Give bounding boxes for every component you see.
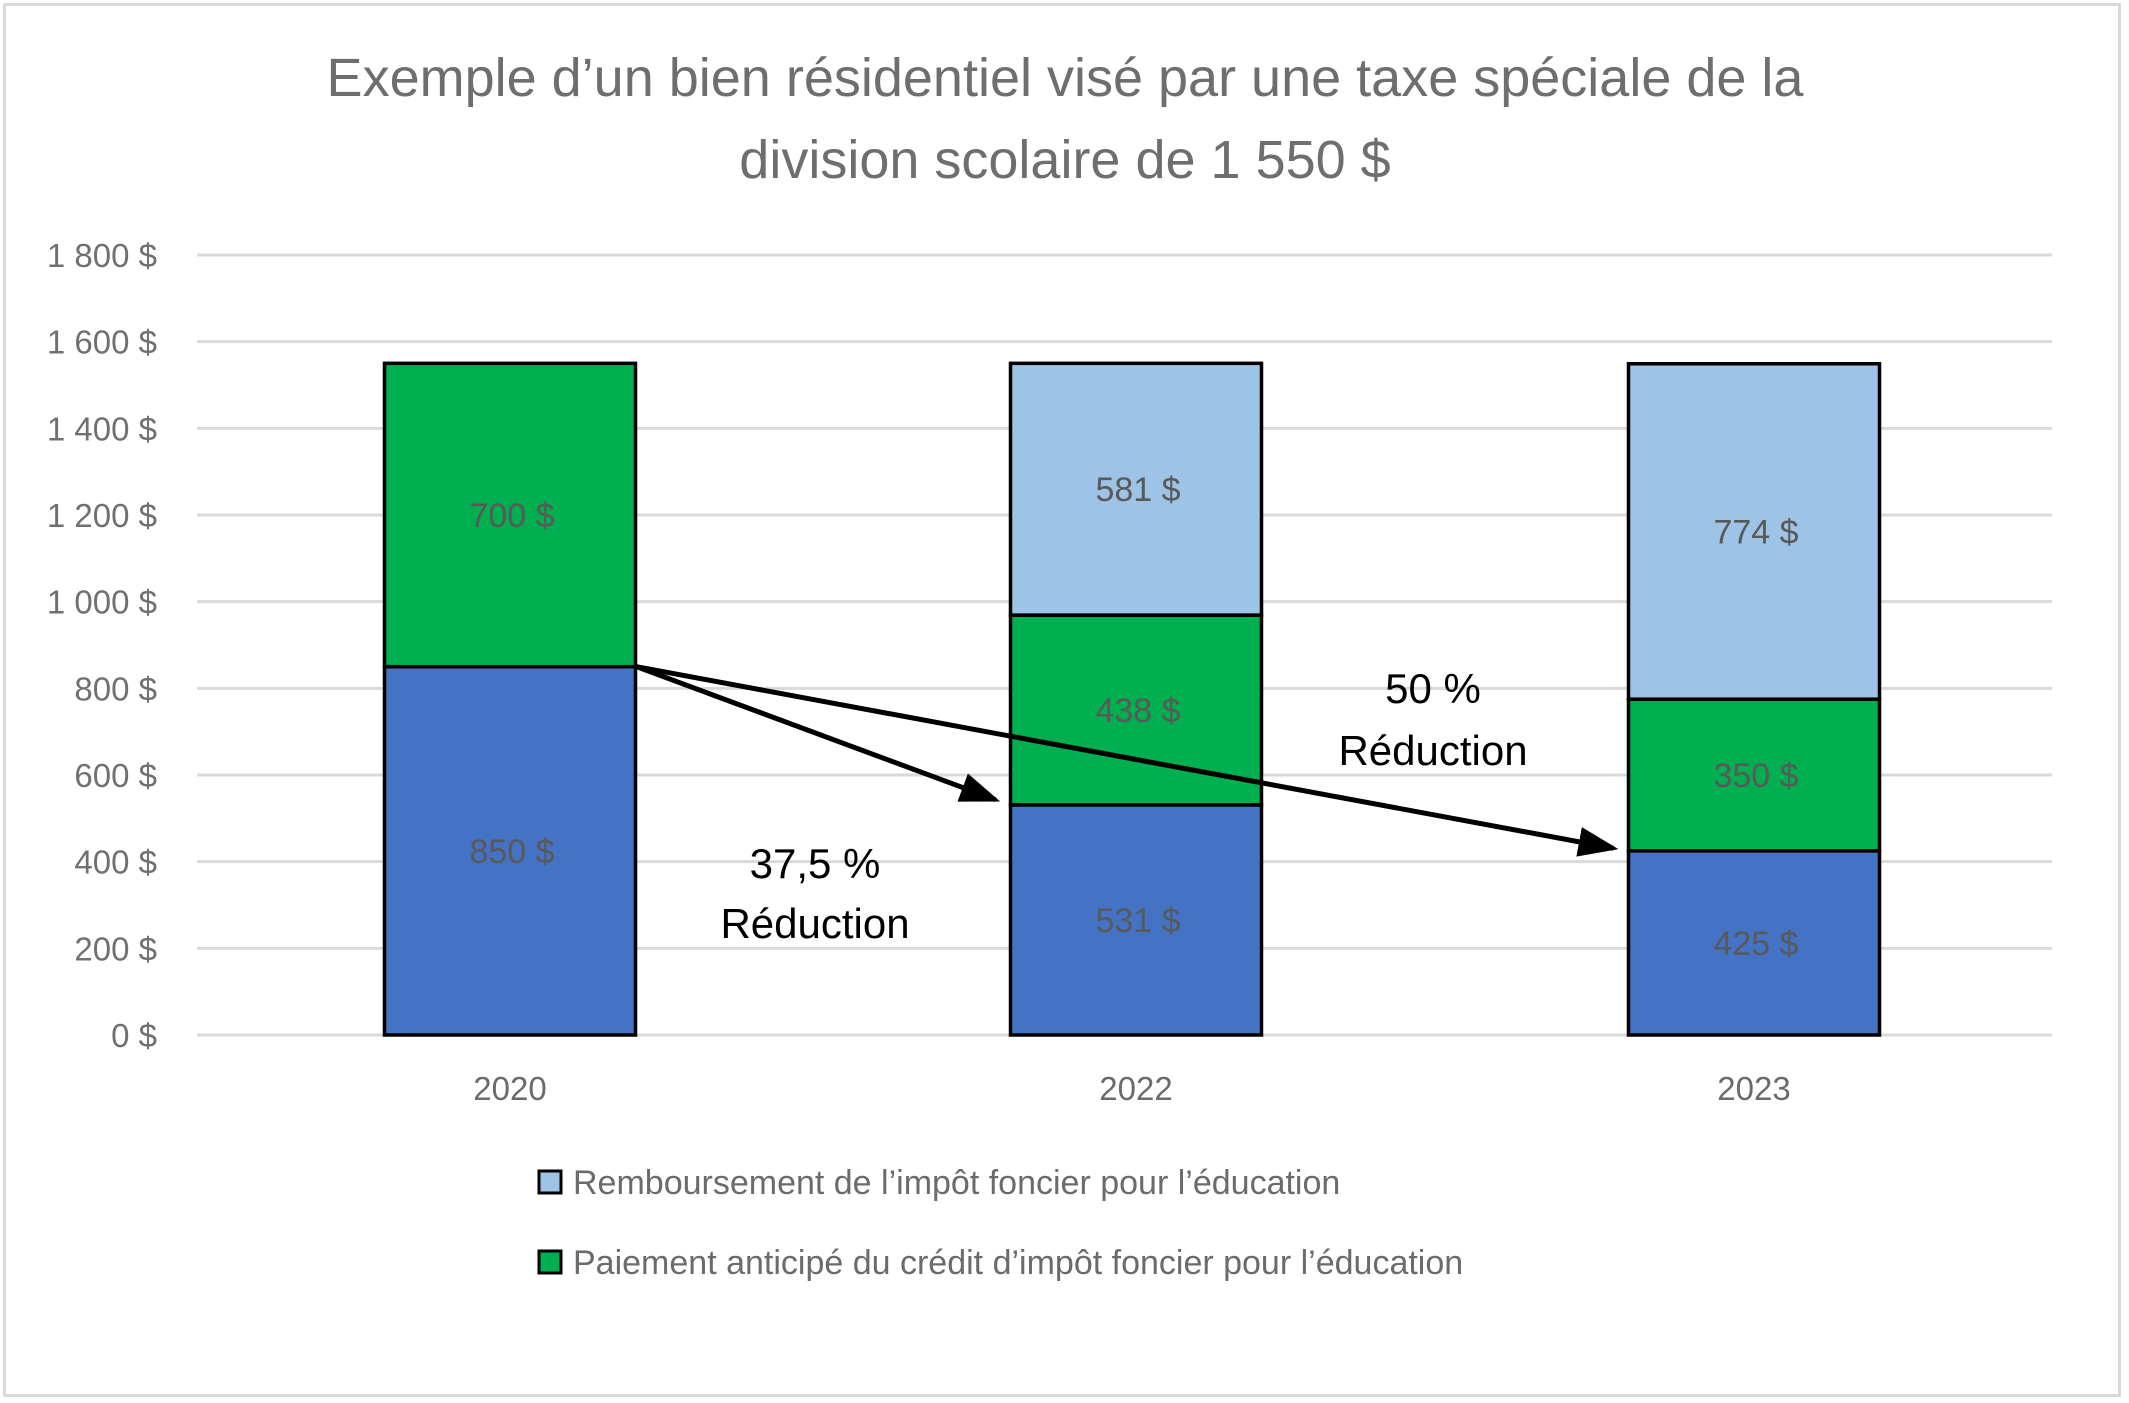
x-tick-label: 2023 xyxy=(1717,1070,1790,1107)
y-tick-label: 200 $ xyxy=(74,930,157,967)
data-label: 850 $ xyxy=(469,833,554,871)
x-tick-label: 2020 xyxy=(473,1070,546,1107)
legend-swatch xyxy=(537,1249,563,1275)
y-tick-label: 800 $ xyxy=(74,670,157,707)
y-tick-label: 0 $ xyxy=(111,1017,157,1054)
y-axis-tick-labels: 0 $ 200 $ 400 $ 600 $ 800 $ 1 000 $ 1 200 $ 1 4… xyxy=(47,237,157,1054)
bar-segment xyxy=(382,361,638,669)
bars: 850 $ 700 $ 531 $ 438 $ 581 $ 425 $ 350 $ 774 $ xyxy=(382,361,1882,1037)
x-axis-tick-labels: 2020 2022 2023 xyxy=(473,1070,1790,1107)
annotation-label: Réduction xyxy=(720,900,909,947)
data-label: 531 $ xyxy=(1095,902,1180,940)
bar-segment xyxy=(1626,362,1882,701)
y-tick-label: 600 $ xyxy=(74,757,157,794)
y-tick-label: 1 800 $ xyxy=(47,237,157,274)
data-label: 438 $ xyxy=(1095,692,1180,730)
chart-title-line-2: division scolaire de 1 550 $ xyxy=(739,130,1390,190)
data-label: 350 $ xyxy=(1713,757,1798,795)
legend: Remboursement de l’impôt foncier pour l’… xyxy=(537,1164,1463,1282)
annotation-label: Réduction xyxy=(1338,727,1527,774)
y-tick-label: 1 200 $ xyxy=(47,497,157,534)
annotations: 37,5 % Réduction 50 % Réduction xyxy=(635,664,1619,947)
bar-segment xyxy=(1008,361,1264,617)
reduction-arrow xyxy=(635,664,1001,803)
bar-segment xyxy=(382,664,638,1037)
annotation-percent: 37,5 % xyxy=(750,840,881,887)
bar-segment xyxy=(1008,803,1264,1037)
reduction-arrow xyxy=(636,664,1619,857)
chart-title-line-1: Exemple d’un bien résidentiel visé par u… xyxy=(327,48,1805,108)
y-tick-label: 1 600 $ xyxy=(47,324,157,361)
annotation-percent: 50 % xyxy=(1385,665,1481,712)
bar-segment xyxy=(1626,849,1882,1037)
legend-label: Paiement anticipé du crédit d’impôt fonc… xyxy=(573,1244,1463,1282)
bar-segment xyxy=(1626,697,1882,853)
x-tick-label: 2022 xyxy=(1099,1070,1172,1107)
legend-label: Remboursement de l’impôt foncier pour l’… xyxy=(573,1164,1340,1202)
y-tick-label: 1 000 $ xyxy=(47,584,157,621)
y-tick-label: 400 $ xyxy=(74,844,157,881)
data-label: 581 $ xyxy=(1095,471,1180,509)
data-label: 425 $ xyxy=(1713,925,1798,963)
data-label: 700 $ xyxy=(469,497,554,535)
data-label: 774 $ xyxy=(1713,513,1798,551)
legend-swatch xyxy=(537,1169,563,1195)
y-tick-label: 1 400 $ xyxy=(47,410,157,447)
